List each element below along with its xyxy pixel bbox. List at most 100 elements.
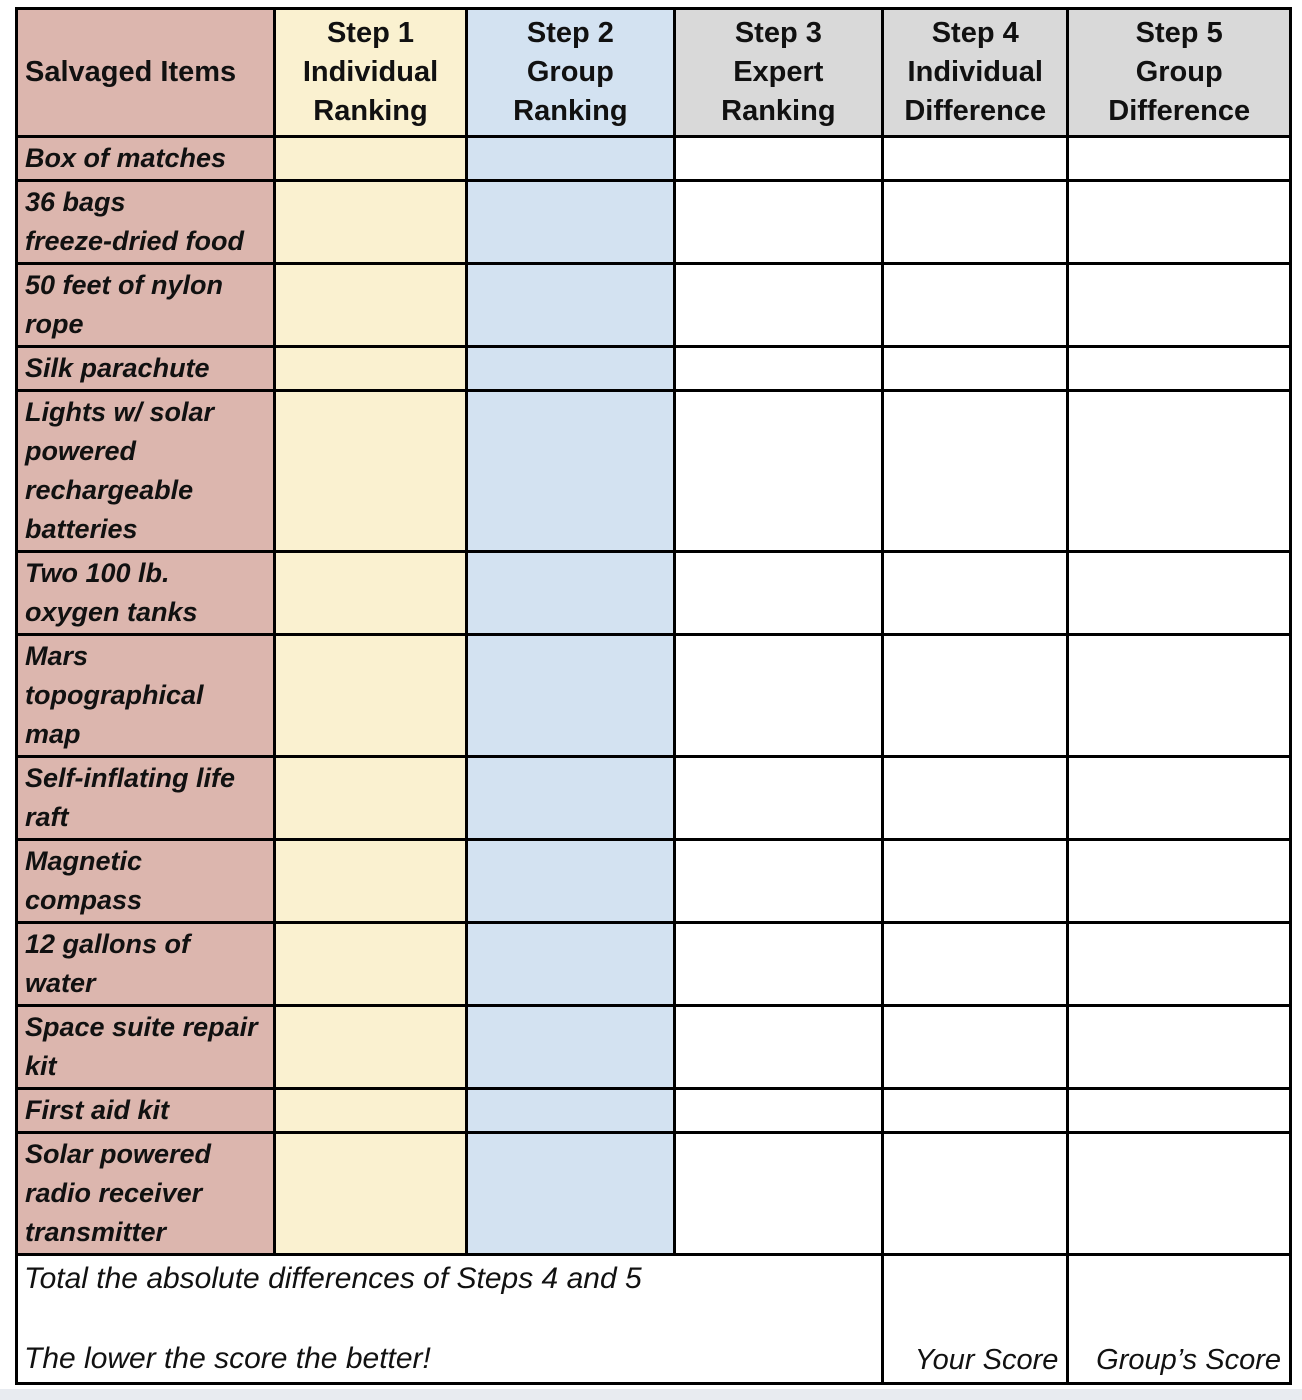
step3-expert-ranking-cell[interactable] (672, 550, 885, 636)
your-score-cell[interactable]: Your Score (881, 1253, 1070, 1385)
step4-individual-difference-cell[interactable] (881, 135, 1070, 182)
step3-expert-ranking-cell[interactable] (672, 345, 885, 392)
step4-individual-difference-cell[interactable] (881, 838, 1070, 924)
table-row: Lights w/ solar powered rechargeable bat… (15, 389, 1292, 553)
step5-group-difference-cell[interactable] (1066, 262, 1292, 348)
step1-ranking-cell[interactable] (272, 550, 469, 636)
step1-ranking-cell[interactable] (272, 838, 469, 924)
step2-ranking-cell[interactable] (465, 389, 676, 553)
header-row: Salvaged Items Step 1 Individual Ranking… (15, 7, 1292, 138)
step2-ranking-cell[interactable] (465, 1131, 676, 1256)
step2-ranking-cell[interactable] (465, 550, 676, 636)
step2-ranking-cell[interactable] (465, 755, 676, 841)
table-row: Two 100 lb. oxygen tanks (15, 550, 1292, 636)
step2-ranking-cell[interactable] (465, 135, 676, 182)
step2-ranking-cell[interactable] (465, 1087, 676, 1134)
table-row: 12 gallons of water (15, 921, 1292, 1007)
group-score-cell[interactable]: Group’s Score (1066, 1253, 1292, 1385)
table-row: 36 bags freeze-dried food (15, 179, 1292, 265)
item-label: Silk parachute (15, 345, 276, 392)
step2-ranking-cell[interactable] (465, 1004, 676, 1090)
step5-group-difference-cell[interactable] (1066, 921, 1292, 1007)
item-label: Magnetic compass (15, 838, 276, 924)
step1-ranking-cell[interactable] (272, 755, 469, 841)
step3-expert-ranking-cell[interactable] (672, 1004, 885, 1090)
step4-individual-difference-cell[interactable] (881, 1131, 1070, 1256)
table-row: Magnetic compass (15, 838, 1292, 924)
table-row: Silk parachute (15, 345, 1292, 392)
item-label: Space suite repair kit (15, 1004, 276, 1090)
step5-group-difference-cell[interactable] (1066, 1004, 1292, 1090)
footer-instructions: Total the absolute differences of Steps … (14, 1253, 885, 1385)
step5-group-difference-cell[interactable] (1066, 345, 1292, 392)
step1-ranking-cell[interactable] (272, 179, 469, 265)
header-salvaged-items: Salvaged Items (15, 7, 276, 138)
step2-ranking-cell[interactable] (465, 838, 676, 924)
item-label: 36 bags freeze-dried food (15, 179, 276, 265)
step5-group-difference-cell[interactable] (1066, 135, 1292, 182)
step3-expert-ranking-cell[interactable] (672, 135, 885, 182)
item-label: Self-inflating life raft (15, 755, 276, 841)
step1-ranking-cell[interactable] (272, 633, 469, 758)
step4-individual-difference-cell[interactable] (881, 262, 1070, 348)
step1-ranking-cell[interactable] (272, 135, 469, 182)
step3-expert-ranking-cell[interactable] (672, 1131, 885, 1256)
step3-expert-ranking-cell[interactable] (672, 921, 885, 1007)
step4-individual-difference-cell[interactable] (881, 1004, 1070, 1090)
step2-ranking-cell[interactable] (465, 921, 676, 1007)
step1-ranking-cell[interactable] (272, 921, 469, 1007)
step5-group-difference-cell[interactable] (1066, 389, 1292, 553)
step1-ranking-cell[interactable] (272, 389, 469, 553)
header-step1-individual-ranking: Step 1 Individual Ranking (272, 7, 469, 138)
item-label: Mars topographical map (15, 633, 276, 758)
step1-ranking-cell[interactable] (272, 262, 469, 348)
step4-individual-difference-cell[interactable] (881, 345, 1070, 392)
header-step2-group-ranking: Step 2 Group Ranking (465, 7, 676, 138)
step1-ranking-cell[interactable] (272, 1004, 469, 1090)
step3-expert-ranking-cell[interactable] (672, 389, 885, 553)
header-step4-individual-difference: Step 4 Individual Difference (881, 7, 1070, 138)
step4-individual-difference-cell[interactable] (881, 389, 1070, 553)
step2-ranking-cell[interactable] (465, 633, 676, 758)
step3-expert-ranking-cell[interactable] (672, 838, 885, 924)
step2-ranking-cell[interactable] (465, 345, 676, 392)
step3-expert-ranking-cell[interactable] (672, 262, 885, 348)
step5-group-difference-cell[interactable] (1066, 1131, 1292, 1256)
step4-individual-difference-cell[interactable] (881, 921, 1070, 1007)
table-row: Space suite repair kit (15, 1004, 1292, 1090)
step5-group-difference-cell[interactable] (1066, 550, 1292, 636)
step3-expert-ranking-cell[interactable] (672, 179, 885, 265)
step3-expert-ranking-cell[interactable] (672, 1087, 885, 1134)
step1-ranking-cell[interactable] (272, 1131, 469, 1256)
step1-ranking-cell[interactable] (272, 1087, 469, 1134)
step5-group-difference-cell[interactable] (1066, 179, 1292, 265)
table-row: Solar powered radio receiver transmitter (15, 1131, 1292, 1256)
step5-group-difference-cell[interactable] (1066, 1087, 1292, 1134)
header-step3-expert-ranking: Step 3 Expert Ranking (672, 7, 885, 138)
step4-individual-difference-cell[interactable] (881, 755, 1070, 841)
item-label: 50 feet of nylon rope (15, 262, 276, 348)
table-row: 50 feet of nylon rope (15, 262, 1292, 348)
step3-expert-ranking-cell[interactable] (672, 755, 885, 841)
salvage-ranking-table: Salvaged Items Step 1 Individual Ranking… (14, 7, 1292, 1385)
footer-row: Total the absolute differences of Steps … (14, 1253, 1292, 1385)
step5-group-difference-cell[interactable] (1066, 633, 1292, 758)
step5-group-difference-cell[interactable] (1066, 755, 1292, 841)
step5-group-difference-cell[interactable] (1066, 838, 1292, 924)
step2-ranking-cell[interactable] (465, 179, 676, 265)
window-bottom-strip (0, 1389, 1302, 1400)
step4-individual-difference-cell[interactable] (881, 179, 1070, 265)
step4-individual-difference-cell[interactable] (881, 1087, 1070, 1134)
item-label: Two 100 lb. oxygen tanks (15, 550, 276, 636)
item-label: First aid kit (15, 1087, 276, 1134)
item-label: Solar powered radio receiver transmitter (15, 1131, 276, 1256)
step2-ranking-cell[interactable] (465, 262, 676, 348)
table-row: Mars topographical map (15, 633, 1292, 758)
step4-individual-difference-cell[interactable] (881, 550, 1070, 636)
step3-expert-ranking-cell[interactable] (672, 633, 885, 758)
step1-ranking-cell[interactable] (272, 345, 469, 392)
table-row: Self-inflating life raft (15, 755, 1292, 841)
item-label: 12 gallons of water (15, 921, 276, 1007)
step4-individual-difference-cell[interactable] (881, 633, 1070, 758)
table-row: First aid kit (15, 1087, 1292, 1134)
